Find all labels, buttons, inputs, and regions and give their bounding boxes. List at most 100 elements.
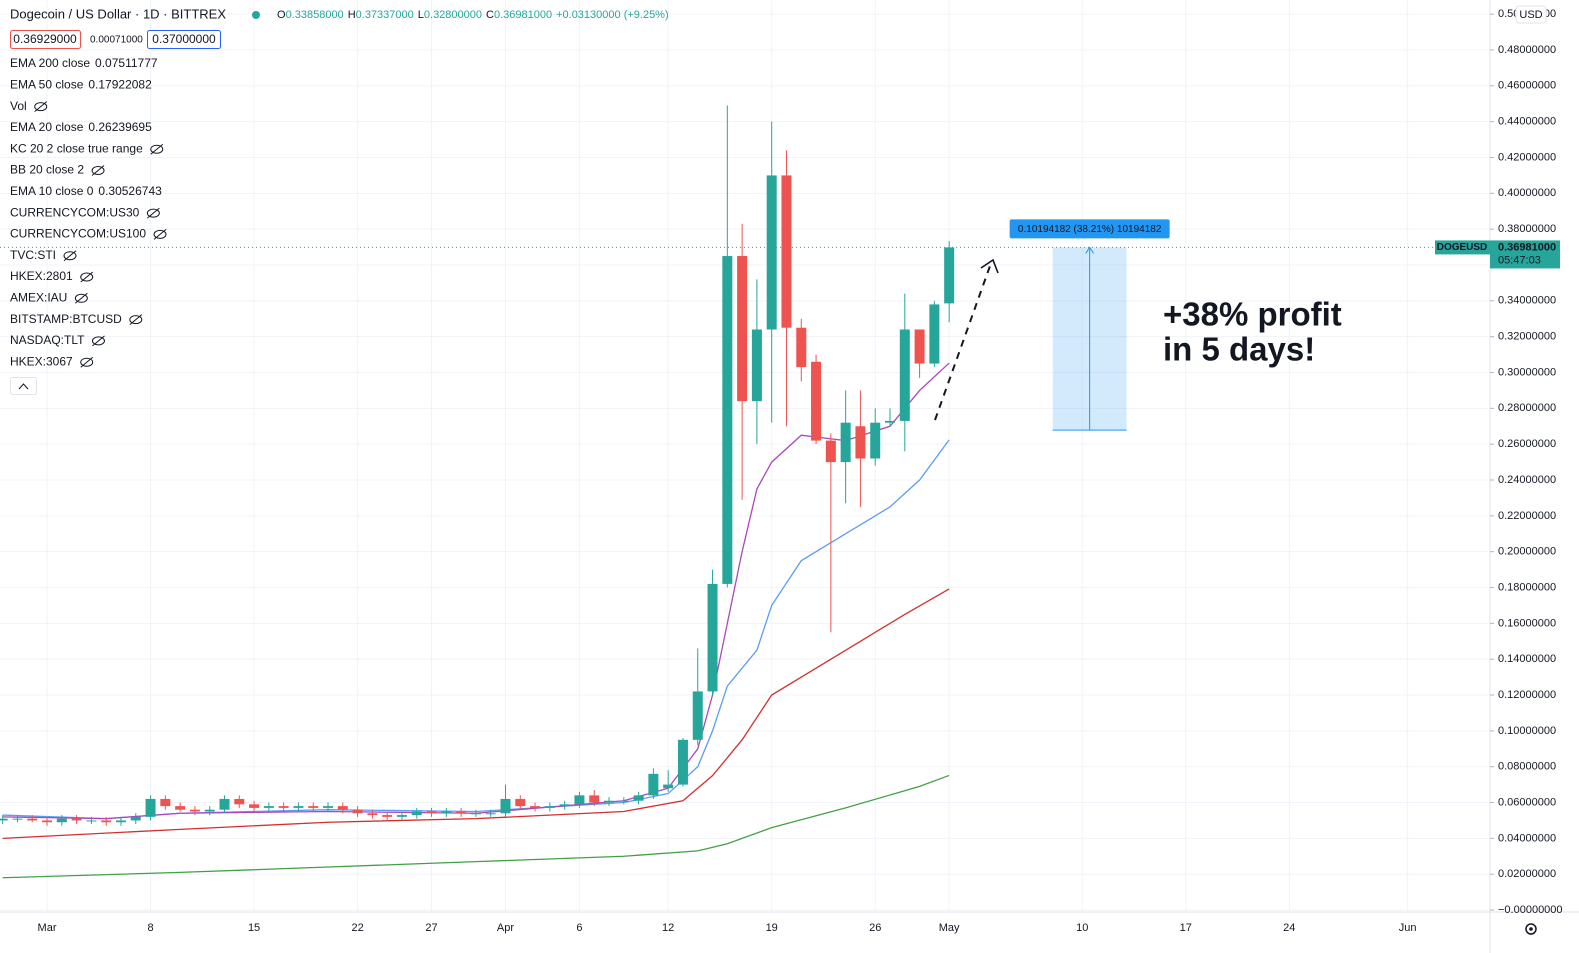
y-tick-label: 0.04000000 xyxy=(1498,832,1556,844)
sell-button[interactable] xyxy=(10,30,81,49)
candle-body xyxy=(574,795,585,805)
x-tick-label: 15 xyxy=(248,922,260,934)
buy-button[interactable] xyxy=(147,30,221,49)
grid xyxy=(0,0,1490,912)
sell-price[interactable]: 0.36929000 xyxy=(13,32,77,46)
x-tick-label: 17 xyxy=(1180,922,1192,934)
candle-body xyxy=(811,361,822,441)
legend-name: EMA 20 close xyxy=(10,120,84,134)
y-tick-label: 0.26000000 xyxy=(1498,438,1556,450)
y-tick-label: 0.18000000 xyxy=(1498,581,1556,593)
eye-strike xyxy=(129,314,143,325)
candle-body xyxy=(249,804,260,808)
y-tick-label: 0.16000000 xyxy=(1498,617,1556,629)
y-tick-label: 0.46000000 xyxy=(1498,80,1556,92)
collapse-button[interactable] xyxy=(10,377,37,395)
ohlc-label: H xyxy=(348,9,356,21)
candle-body xyxy=(648,773,659,796)
legend-name: EMA 10 close 0 xyxy=(10,184,94,198)
y-tick-label: 0.08000000 xyxy=(1498,761,1556,773)
eye-strike xyxy=(80,356,94,368)
countdown: 05:47:03 xyxy=(1498,254,1541,266)
ohlc-label: O xyxy=(277,9,286,21)
measure-label-box xyxy=(1009,219,1170,239)
gear-hub xyxy=(1529,927,1533,931)
eye-icon xyxy=(34,102,48,112)
eye-strike xyxy=(147,207,160,219)
eye-icon xyxy=(150,144,164,154)
y-tick-label: 0.22000000 xyxy=(1498,510,1556,522)
candle-body xyxy=(722,256,733,584)
candle-body xyxy=(382,815,393,817)
x-tick-label: 8 xyxy=(147,922,153,934)
candle-body xyxy=(677,739,688,785)
candle-body xyxy=(293,806,304,808)
eye-icon xyxy=(91,336,105,346)
candle-body xyxy=(367,813,378,816)
ohlc-value: 0.33858000 xyxy=(286,9,344,21)
symbol-tag-box xyxy=(1435,240,1490,255)
settings-icon[interactable] xyxy=(1525,923,1537,935)
candle-body xyxy=(426,811,437,814)
price-axis: 0.500000000.480000000.460000000.44000000… xyxy=(1435,5,1563,916)
x-tick-label: 6 xyxy=(576,922,582,934)
candle-body xyxy=(204,809,215,812)
candle-body xyxy=(914,329,925,364)
candle-body xyxy=(707,583,718,692)
candle-body xyxy=(929,304,940,364)
candle-body xyxy=(825,440,836,463)
annotation: +38% profit xyxy=(1163,296,1342,333)
indicator-line xyxy=(2,588,950,840)
candle-body xyxy=(219,798,230,810)
y-tick-label: 0.38000000 xyxy=(1498,223,1556,235)
x-tick-label: 19 xyxy=(766,922,778,934)
indicator-line xyxy=(2,362,950,820)
eye-strike xyxy=(153,229,167,240)
buy-price[interactable]: 0.37000000 xyxy=(152,32,216,46)
x-tick-label: 22 xyxy=(351,922,363,934)
candle-body xyxy=(308,806,319,808)
candle-body xyxy=(663,784,674,789)
candle-body xyxy=(42,820,53,823)
annotation: in 5 days! xyxy=(1163,331,1315,368)
y-tick-label: 0.44000000 xyxy=(1498,116,1556,128)
hidden-indicator: AMEX:IAU xyxy=(10,290,67,304)
y-tick-label: 0.48000000 xyxy=(1498,44,1556,56)
eye-strike xyxy=(91,165,105,176)
candle-body xyxy=(692,691,703,740)
ohlc-value: 0.36981000 xyxy=(494,9,552,21)
candle-body xyxy=(71,818,82,821)
candle-body xyxy=(160,798,171,807)
candle-body xyxy=(796,327,807,368)
y-tick-label: 0.06000000 xyxy=(1498,796,1556,808)
x-tick-label: 26 xyxy=(869,922,881,934)
candle-body xyxy=(86,820,97,822)
candle-body xyxy=(500,798,511,814)
hidden-indicator: KC 20 2 close true range xyxy=(10,141,143,155)
y-tick-label: 0.02000000 xyxy=(1498,868,1556,880)
symbol-title: Dogecoin / US Dollar · 1D · BITTREX xyxy=(10,6,226,21)
candle-body xyxy=(130,816,141,821)
x-tick-label: 24 xyxy=(1283,922,1295,934)
plot: 0.10194182 (38.21%) 10194182 xyxy=(0,105,1490,879)
candle-body xyxy=(0,818,8,821)
candle-body xyxy=(899,329,910,421)
eye-icon xyxy=(74,293,88,303)
candle-body xyxy=(323,806,334,808)
candle-body xyxy=(559,804,570,807)
candle-body xyxy=(101,820,112,823)
candle-body xyxy=(470,813,481,815)
y-tick-label: 0.28000000 xyxy=(1498,402,1556,414)
y-tick-label: 0.34000000 xyxy=(1498,295,1556,307)
ohlc-value: 0.32800000 xyxy=(424,9,482,21)
hidden-indicator: CURRENCYCOM:US30 xyxy=(10,205,140,219)
y-tick-label: 0.42000000 xyxy=(1498,151,1556,163)
change: +0.03130000 (+9.25%) xyxy=(556,9,669,21)
candle-body xyxy=(441,811,452,814)
spread: 0.00071000 xyxy=(90,35,143,46)
candle-body xyxy=(604,800,615,803)
y-tick-label: 0.30000000 xyxy=(1498,366,1556,378)
gear xyxy=(1525,923,1537,935)
candle-body xyxy=(115,820,126,823)
